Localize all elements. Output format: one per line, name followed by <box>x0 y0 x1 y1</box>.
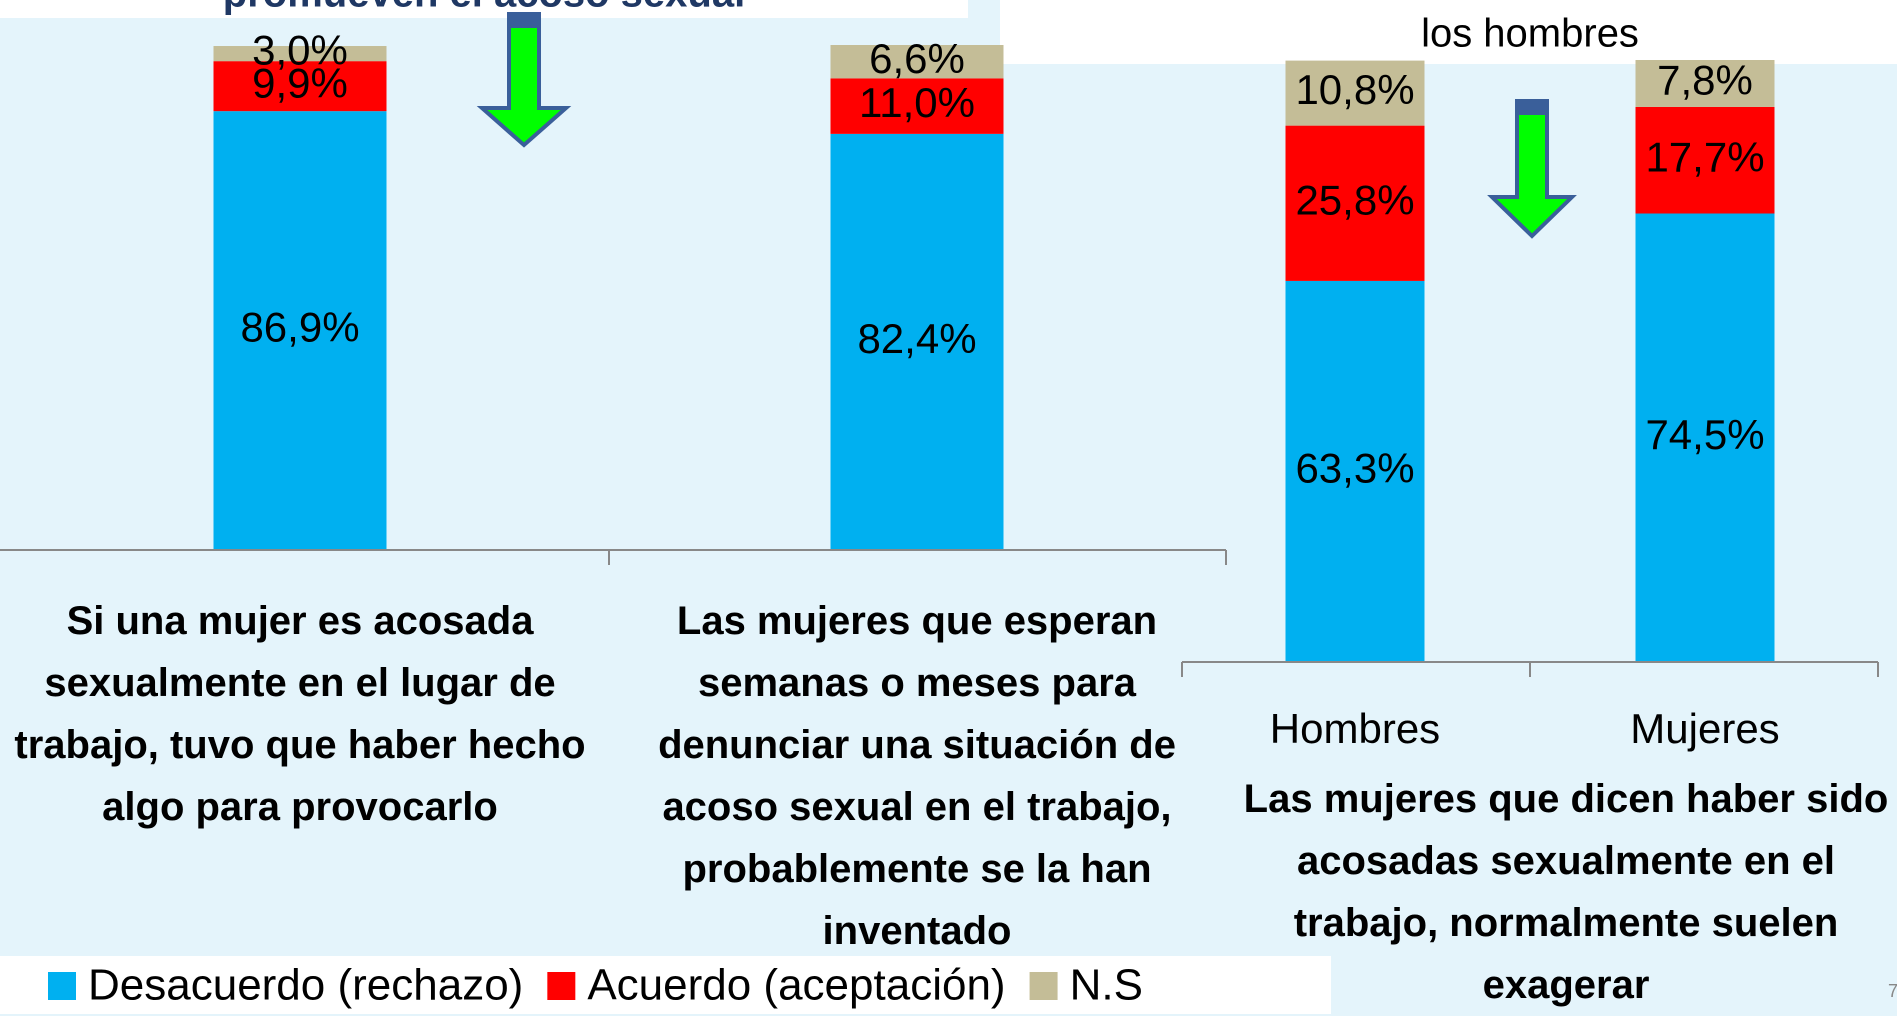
x-tick-label: Mujeres <box>1630 705 1779 752</box>
x-tick-label: Si una mujer es acosada sexualmente en e… <box>14 599 586 829</box>
bar-segment <box>1285 280 1425 662</box>
subtitle-box <box>1000 0 1897 64</box>
bar-segment <box>1635 213 1775 662</box>
x-axis-label: Las mujeres que dicen haber sido acosada… <box>1243 777 1889 1007</box>
page-number: 7 <box>1888 981 1897 1001</box>
x-tick-label: Las mujeres que esperan semanas o meses … <box>658 599 1176 953</box>
legend-box <box>0 956 1331 1014</box>
slide-title: promueven el acoso sexual <box>223 0 745 16</box>
bar-segment <box>213 46 387 62</box>
arrow <box>476 12 572 148</box>
subtitle: los hombres <box>1421 12 1639 56</box>
data-label: 82,4% <box>857 315 976 362</box>
data-label: 6,6% <box>869 35 965 82</box>
legend-swatch <box>1029 972 1058 1000</box>
data-label: 7,8% <box>1657 57 1753 104</box>
data-label: 9,9% <box>252 59 348 106</box>
bar-segment <box>1285 125 1425 281</box>
legend-label: Acuerdo (aceptación) <box>587 961 1005 1010</box>
legend-label: Desacuerdo (rechazo) <box>88 961 523 1010</box>
legend-swatch <box>547 972 576 1000</box>
bar-segment <box>213 61 387 112</box>
data-label: 63,3% <box>1295 445 1414 492</box>
bar-segment <box>830 78 1004 134</box>
bar-segment <box>1635 106 1775 214</box>
data-label: 86,9% <box>240 304 359 351</box>
legend-label: N.S <box>1070 961 1143 1010</box>
data-label: 17,7% <box>1645 133 1764 180</box>
data-label: 11,0% <box>859 79 975 126</box>
bar-segment <box>213 111 387 550</box>
bar-segment <box>830 45 1004 79</box>
arrow <box>1487 99 1577 239</box>
x-tick-label: Hombres <box>1270 705 1440 752</box>
legend-swatch <box>48 972 76 1000</box>
data-label: 74,5% <box>1645 411 1764 458</box>
data-label: 25,8% <box>1295 176 1414 223</box>
data-label: 10,8% <box>1295 66 1414 113</box>
title-box <box>0 0 968 18</box>
bar-segment <box>1285 60 1425 126</box>
bar-segment <box>1635 60 1775 107</box>
data-label: 3,0% <box>252 27 348 74</box>
bar-segment <box>830 133 1004 550</box>
